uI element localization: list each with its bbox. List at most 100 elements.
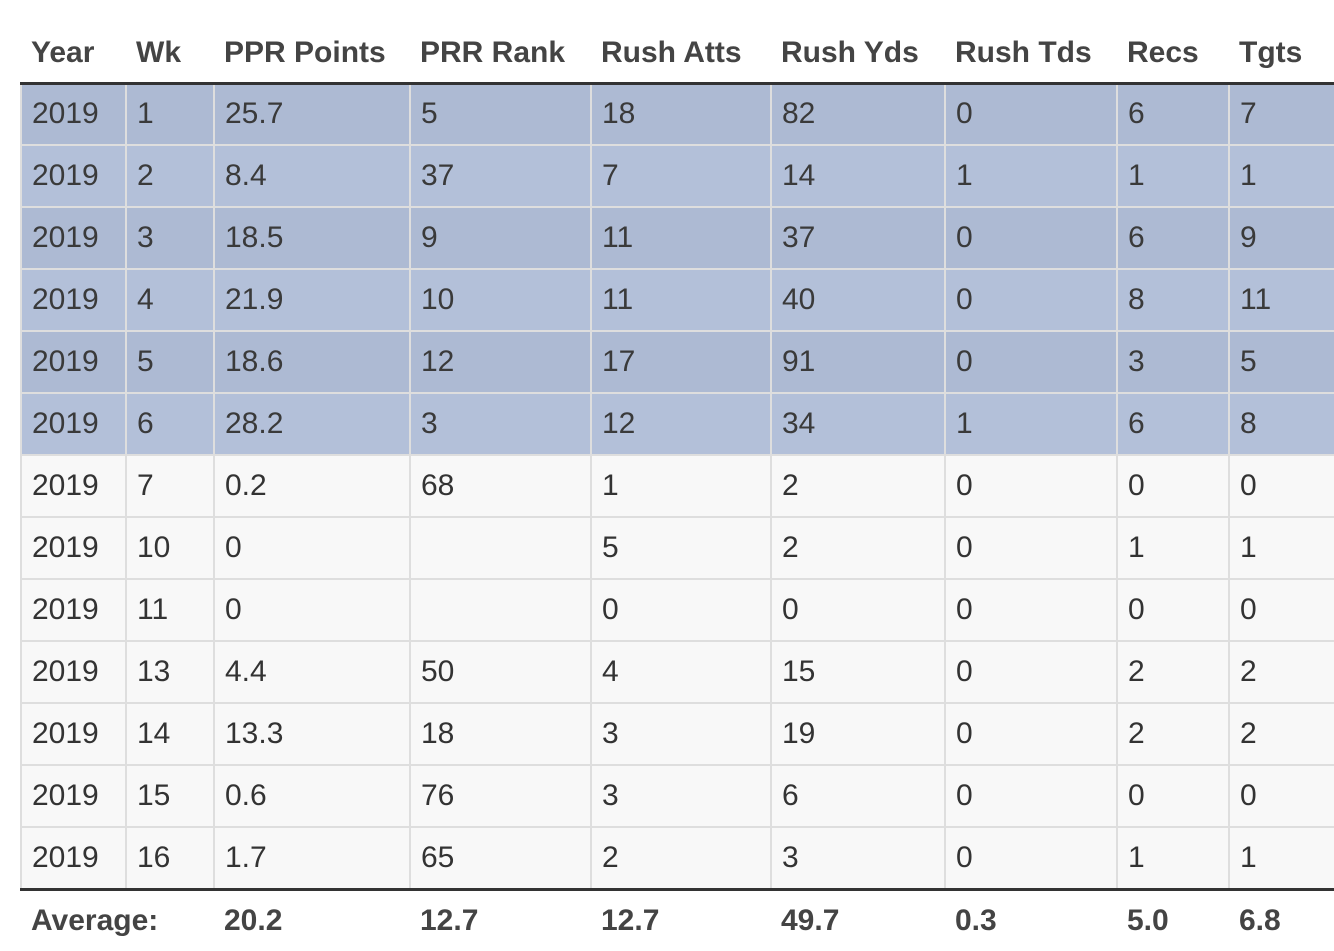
cell-recs: 0 [1116,454,1230,518]
cell-week: 13 [125,640,215,704]
column-header-tgts: Tgts [1229,25,1334,85]
cell-ppr-points: 28.2 [213,392,411,456]
column-header-prr-rank: PRR Rank [410,25,591,85]
cell-rush-tds: 0 [944,516,1118,580]
cell-rush-tds: 0 [944,268,1118,332]
table-row: 2019 3 18.5 9 11 37 0 6 9 [20,206,1334,270]
cell-rush-tds: 1 [944,144,1118,208]
cell-rush-tds: 0 [944,82,1118,146]
cell-rush-yds: 15 [770,640,946,704]
table-body: 2019 1 25.7 5 18 82 0 6 7 2019 2 8.4 37 7 14 1 1 1 2019 3 18… [20,82,1334,891]
table-row: 2019 13 4.4 50 4 15 0 2 2 [20,640,1334,704]
cell-rush-yds: 3 [770,826,946,891]
column-header-recs: Recs [1117,25,1229,85]
cell-prr-rank [409,578,592,642]
table-row: 2019 5 18.6 12 17 91 0 3 5 [20,330,1334,394]
table-row: 2019 16 1.7 65 2 3 0 1 1 [20,826,1334,891]
cell-recs: 6 [1116,82,1230,146]
cell-ppr-points: 0.6 [213,764,411,828]
cell-year: 2019 [20,392,127,456]
cell-prr-rank: 50 [409,640,592,704]
average-recs: 5.0 [1127,903,1169,937]
cell-prr-rank: 3 [409,392,592,456]
cell-year: 2019 [20,578,127,642]
cell-rush-yds: 2 [770,454,946,518]
table-row: 2019 2 8.4 37 7 14 1 1 1 [20,144,1334,208]
average-ppr-points: 20.2 [224,903,283,937]
cell-rush-atts: 1 [590,454,772,518]
cell-year: 2019 [20,640,127,704]
cell-rush-atts: 3 [590,764,772,828]
table-row: 2019 10 0 5 2 0 1 1 [20,516,1334,580]
table-row: 2019 15 0.6 76 3 6 0 0 0 [20,764,1334,828]
table-row: 2019 6 28.2 3 12 34 1 6 8 [20,392,1334,456]
cell-recs: 0 [1116,578,1230,642]
cell-prr-rank: 10 [409,268,592,332]
cell-year: 2019 [20,516,127,580]
cell-tgts: 7 [1228,82,1334,146]
cell-week: 3 [125,206,215,270]
column-header-rush-tds: Rush Tds [945,25,1117,85]
cell-tgts: 1 [1228,516,1334,580]
cell-rush-yds: 34 [770,392,946,456]
cell-rush-yds: 82 [770,82,946,146]
cell-week: 15 [125,764,215,828]
cell-ppr-points: 18.6 [213,330,411,394]
average-rush-atts: 12.7 [601,903,660,937]
average-tgts: 6.8 [1239,903,1281,937]
cell-prr-rank: 68 [409,454,592,518]
cell-rush-tds: 0 [944,640,1118,704]
cell-year: 2019 [20,330,127,394]
cell-tgts: 1 [1228,144,1334,208]
cell-prr-rank: 18 [409,702,592,766]
cell-ppr-points: 13.3 [213,702,411,766]
cell-tgts: 0 [1228,454,1334,518]
cell-rush-yds: 14 [770,144,946,208]
cell-rush-yds: 37 [770,206,946,270]
column-header-year: Year [21,25,126,85]
cell-rush-yds: 6 [770,764,946,828]
cell-tgts: 0 [1228,764,1334,828]
cell-week: 7 [125,454,215,518]
cell-prr-rank: 37 [409,144,592,208]
cell-rush-tds: 1 [944,392,1118,456]
cell-ppr-points: 25.7 [213,82,411,146]
cell-week: 16 [125,826,215,891]
cell-prr-rank: 5 [409,82,592,146]
cell-rush-atts: 17 [590,330,772,394]
cell-week: 4 [125,268,215,332]
cell-rush-tds: 0 [944,578,1118,642]
cell-rush-tds: 0 [944,330,1118,394]
cell-rush-atts: 11 [590,206,772,270]
table-row: 2019 1 25.7 5 18 82 0 6 7 [20,82,1334,146]
cell-year: 2019 [20,764,127,828]
table-row: 2019 14 13.3 18 3 19 0 2 2 [20,702,1334,766]
cell-tgts: 0 [1228,578,1334,642]
cell-ppr-points: 1.7 [213,826,411,891]
cell-recs: 2 [1116,640,1230,704]
cell-week: 1 [125,82,215,146]
cell-rush-yds: 2 [770,516,946,580]
cell-rush-atts: 4 [590,640,772,704]
cell-ppr-points: 0 [213,578,411,642]
cell-prr-rank [409,516,592,580]
cell-rush-yds: 0 [770,578,946,642]
cell-year: 2019 [20,454,127,518]
average-rush-tds: 0.3 [955,903,997,937]
average-row: Average: 20.2 12.7 12.7 49.7 0.3 5.0 6.8 [21,889,1334,951]
column-header-week: Wk [126,25,214,85]
cell-ppr-points: 0.2 [213,454,411,518]
cell-rush-tds: 0 [944,206,1118,270]
cell-tgts: 5 [1228,330,1334,394]
cell-tgts: 2 [1228,702,1334,766]
cell-rush-tds: 0 [944,826,1118,891]
cell-ppr-points: 21.9 [213,268,411,332]
cell-ppr-points: 8.4 [213,144,411,208]
cell-rush-atts: 7 [590,144,772,208]
cell-rush-yds: 19 [770,702,946,766]
cell-rush-atts: 3 [590,702,772,766]
cell-year: 2019 [20,82,127,146]
cell-recs: 3 [1116,330,1230,394]
cell-prr-rank: 65 [409,826,592,891]
cell-recs: 1 [1116,516,1230,580]
